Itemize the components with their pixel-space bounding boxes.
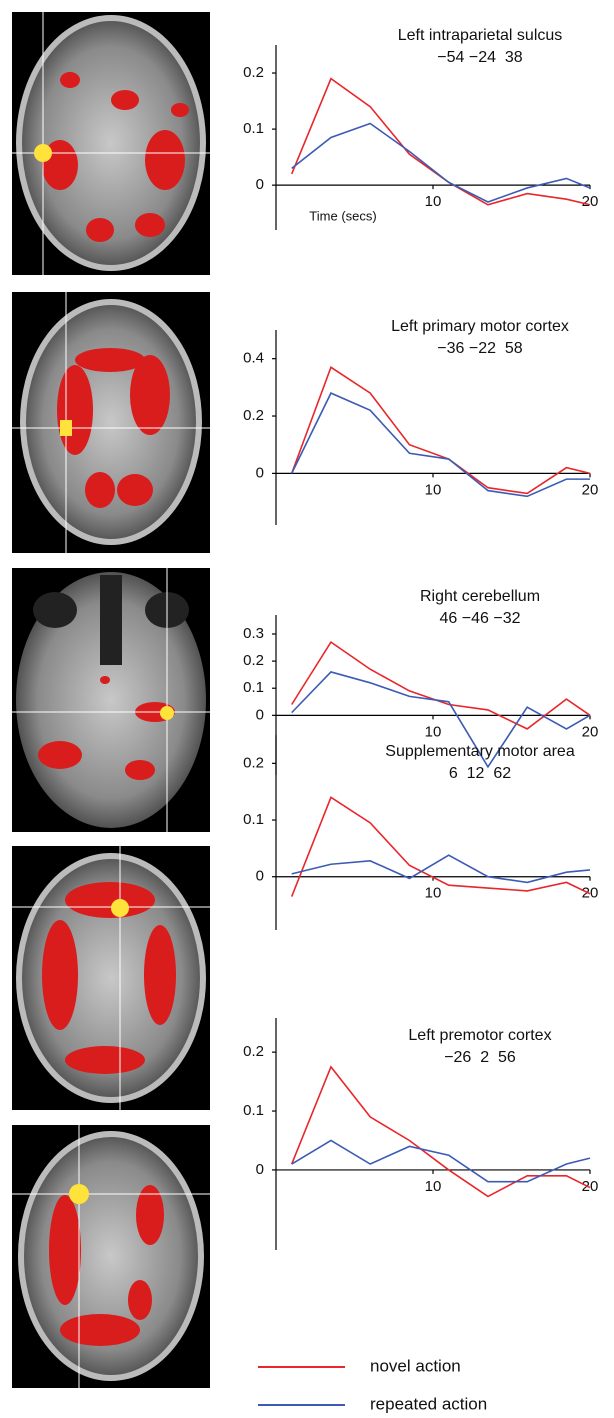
x-tick-label: 20 [582,1178,599,1195]
brain-slice-2 [12,292,210,553]
x-axis-label: Time (secs) [309,209,376,224]
brain-slice-4 [12,846,210,1110]
chart-title: Left premotor cortex [408,1027,551,1044]
y-tick-label: 0 [256,1161,264,1178]
x-tick-label: 10 [425,885,442,902]
y-tick-label: 0.1 [243,1102,264,1119]
chart-subtitle: 46 −46 −32 [440,610,521,627]
y-tick-label: 0.2 [243,64,264,81]
brain-slice-5 [12,1125,210,1388]
y-tick-label: 0.1 [243,811,264,828]
x-tick-label: 10 [425,481,442,498]
series-line [290,77,591,206]
chart-title: Supplementary motor area [385,743,575,760]
chart-title: Left intraparietal sulcus [398,27,563,44]
y-tick-label: 0.1 [243,679,264,696]
series-line [290,1065,591,1198]
chart-subtitle: 6 12 62 [449,765,511,782]
chart-subtitle: −36 −22 58 [437,340,523,357]
y-tick-label: 0 [256,464,264,481]
y-tick-label: 0.2 [243,1043,264,1060]
x-tick-label: 10 [425,1178,442,1195]
chart-title: Left primary motor cortex [391,318,569,335]
y-tick-label: 0.2 [243,407,264,424]
chart-subtitle: −54 −24 38 [437,49,523,66]
y-tick-label: 0.2 [243,754,264,771]
x-tick-label: 20 [582,193,599,210]
y-tick-label: 0.2 [243,652,264,669]
chart-subtitle: −26 2 56 [444,1049,516,1066]
y-tick-label: 0 [256,176,264,193]
series-line [291,1139,591,1183]
brain-slice-3 [12,568,210,832]
brain-slice-1 [12,12,210,275]
series-line [291,640,591,730]
y-tick-label: 0 [256,706,264,723]
series-line [291,122,591,203]
legend-label: novel action [370,1356,461,1375]
series-line [290,366,591,495]
series-line [290,392,590,498]
x-tick-label: 20 [582,481,599,498]
y-tick-label: 0.3 [243,625,264,642]
series-line [291,671,591,769]
series-line [291,854,591,884]
legend-label: repeated action [370,1394,487,1413]
y-tick-label: 0.4 [243,350,264,367]
y-tick-label: 0 [256,868,264,885]
x-tick-label: 10 [425,723,442,740]
x-tick-label: 20 [582,723,599,740]
chart-title: Right cerebellum [420,588,540,605]
y-tick-label: 0.1 [243,120,264,137]
series-line [290,796,591,897]
x-tick-label: 10 [425,193,442,210]
